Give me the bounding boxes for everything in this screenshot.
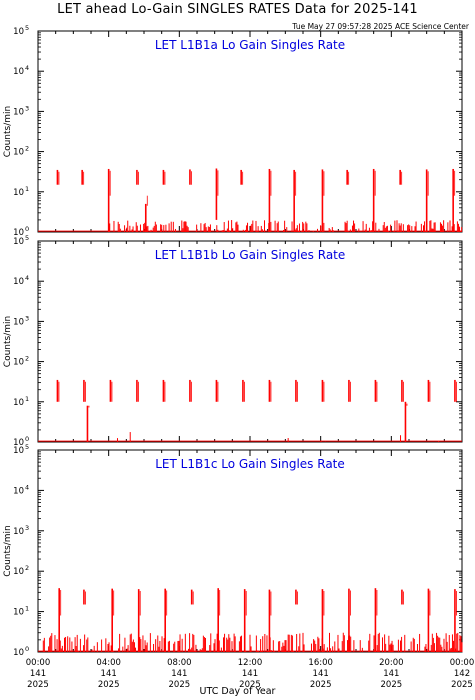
baseline-noise xyxy=(117,432,440,442)
y-tick-label: 10 xyxy=(13,608,24,618)
y-tick-exponent: 1 xyxy=(25,605,29,613)
y-tick-label: 10 xyxy=(13,188,24,198)
y-tick-exponent: 4 xyxy=(25,483,29,491)
y-tick-exponent: 0 xyxy=(25,225,29,233)
panel-title: LET L1B1b Lo Gain Singles Rate xyxy=(155,248,346,262)
y-tick-label: 10 xyxy=(13,148,24,158)
y-tick-label: 10 xyxy=(13,567,24,577)
y-tick-label: 10 xyxy=(13,358,24,368)
y-tick-label: 10 xyxy=(13,398,24,408)
y-tick-label: 10 xyxy=(13,277,24,287)
panel-frame xyxy=(37,240,463,443)
x-tick-doy: 141 xyxy=(383,669,399,679)
x-tick-year: 2025 xyxy=(27,680,49,690)
y-tick-label: 10 xyxy=(13,107,24,117)
x-tick-year: 2025 xyxy=(451,680,473,690)
y-tick-exponent: 3 xyxy=(25,524,29,532)
x-tick-time: 00:00 xyxy=(450,658,475,668)
x-tick-doy: 141 xyxy=(313,669,329,679)
x-tick-doy: 141 xyxy=(171,669,187,679)
x-tick-doy: 142 xyxy=(454,669,470,679)
panel-title: LET L1B1a Lo Gain Singles Rate xyxy=(155,38,345,52)
y-tick-exponent: 0 xyxy=(25,645,29,653)
x-tick-year: 2025 xyxy=(310,680,332,690)
x-tick-year: 2025 xyxy=(169,680,191,690)
y-tick-label: 10 xyxy=(13,486,24,496)
y-tick-exponent: 2 xyxy=(25,355,29,363)
y-tick-exponent: 1 xyxy=(25,185,29,193)
y-axis-label: Counts/min xyxy=(3,316,13,367)
x-tick-time: 04:00 xyxy=(96,658,121,668)
y-tick-label: 10 xyxy=(13,317,24,327)
y-tick-label: 10 xyxy=(13,648,24,658)
panel-frame xyxy=(37,449,463,653)
y-tick-exponent: 2 xyxy=(25,564,29,572)
y-tick-exponent: 4 xyxy=(25,274,29,282)
x-tick-time: 20:00 xyxy=(379,658,404,668)
x-tick-time: 08:00 xyxy=(167,658,192,668)
x-tick-time: 00:00 xyxy=(26,658,51,668)
panel-title: LET L1B1c Lo Gain Singles Rate xyxy=(155,457,345,471)
y-axis-label: Counts/min xyxy=(3,525,13,576)
x-tick-time: 12:00 xyxy=(238,658,263,668)
y-tick-exponent: 5 xyxy=(25,443,29,451)
chart-title: LET ahead Lo-Gain SINGLES RATES Data for… xyxy=(57,2,418,17)
x-tick-doy: 141 xyxy=(242,669,258,679)
x-tick-time: 16:00 xyxy=(308,658,333,668)
x-tick-year: 2025 xyxy=(239,680,261,690)
y-tick-label: 10 xyxy=(13,446,24,456)
x-tick-doy: 141 xyxy=(30,669,46,679)
y-tick-exponent: 3 xyxy=(25,104,29,112)
generation-timestamp: Tue May 27 09:57:28 2025 ACE Science Cen… xyxy=(292,22,469,31)
x-tick-year: 2025 xyxy=(98,680,120,690)
x-tick-doy: 141 xyxy=(101,669,117,679)
y-tick-label: 10 xyxy=(13,527,24,537)
x-axis-label: UTC Day of Year xyxy=(199,686,276,697)
baseline-noise xyxy=(42,632,463,652)
y-tick-exponent: 2 xyxy=(25,145,29,153)
panel-frame xyxy=(37,30,463,233)
y-tick-exponent: 5 xyxy=(25,234,29,242)
y-tick-label: 10 xyxy=(13,67,24,77)
y-tick-label: 10 xyxy=(13,228,24,238)
y-tick-exponent: 3 xyxy=(25,314,29,322)
y-tick-label: 10 xyxy=(13,237,24,247)
y-tick-exponent: 1 xyxy=(25,395,29,403)
y-tick-exponent: 0 xyxy=(25,435,29,443)
y-tick-exponent: 4 xyxy=(25,64,29,72)
y-tick-label: 10 xyxy=(13,27,24,37)
y-axis-label: Counts/min xyxy=(3,106,13,157)
y-tick-exponent: 5 xyxy=(25,24,29,32)
x-tick-year: 2025 xyxy=(381,680,403,690)
y-tick-label: 10 xyxy=(13,438,24,448)
